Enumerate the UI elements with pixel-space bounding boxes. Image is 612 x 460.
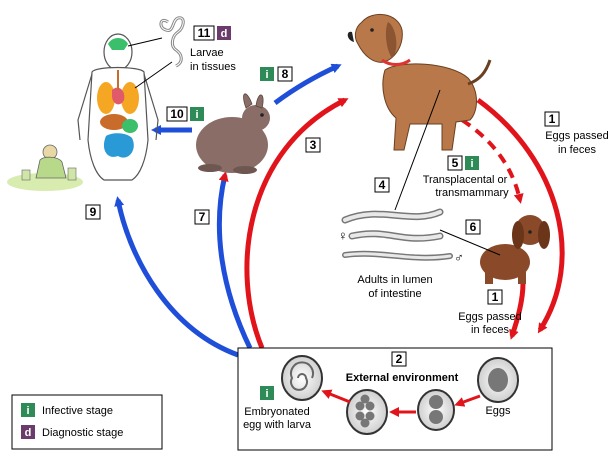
- step-5-number: 5: [452, 156, 459, 170]
- rabbit-paratenic-host: [196, 93, 270, 174]
- legend: i Infective stage d Diagnostic stage: [11, 394, 163, 450]
- egg-unembryonated: [477, 357, 519, 403]
- step-11-label-line1: Larvae: [190, 47, 224, 59]
- step-8-infective-badge: i: [265, 69, 268, 81]
- arrow-puppy-eggs: [509, 282, 526, 340]
- arrow-egg-progress-1: [454, 394, 481, 407]
- step-5-label-line1: Transplacental or: [423, 174, 508, 186]
- arrow-environment-to-dog: [244, 97, 349, 349]
- step-9-number: 9: [90, 205, 97, 219]
- adult-dog-definitive-host: [347, 14, 492, 151]
- embryonated-egg-label-line2: egg with larva: [243, 419, 312, 431]
- step-1b-number: 1: [492, 290, 499, 304]
- female-symbol: ♀: [338, 228, 348, 243]
- step-1-label-line2: in feces: [558, 144, 596, 156]
- step-5-label-line2: transmammary: [435, 187, 509, 199]
- eggs-label: Eggs: [485, 405, 511, 417]
- adult-worms: [341, 208, 453, 261]
- male-symbol: ♂: [454, 250, 464, 265]
- step-8-number: 8: [282, 67, 289, 81]
- arrow-environment-to-rabbit: [216, 171, 253, 350]
- step-11-number: 11: [198, 26, 211, 40]
- arrow-egg-progress-3: [321, 389, 351, 404]
- legend-diagnostic-label: Diagnostic stage: [42, 427, 123, 439]
- step-1-number: 1: [549, 112, 556, 126]
- step-11-label-line2: in tissues: [190, 61, 236, 73]
- step-3-number: 3: [310, 138, 317, 152]
- step-7-number: 7: [199, 210, 206, 224]
- arrow-rabbit-to-dog: [273, 63, 342, 106]
- arrow-environment-to-human: [114, 196, 239, 358]
- human-figure: [77, 33, 159, 181]
- adults-label-line2: of intestine: [368, 288, 421, 300]
- step-6-number: 6: [470, 220, 477, 234]
- adults-label-line1: Adults in lumen: [357, 274, 432, 286]
- embryonated-egg-label-line1: Embryonated: [244, 406, 309, 418]
- child-playing-in-soil: [7, 144, 83, 191]
- arrow-transplacental: [460, 118, 524, 204]
- arrow-eggs-to-environment: [476, 97, 565, 334]
- legend-infective-label: Infective stage: [42, 405, 113, 417]
- external-environment-label: External environment: [346, 372, 459, 384]
- step-11-diagnostic-badge: d: [221, 28, 228, 40]
- step-1-label-line1: Eggs passed: [545, 130, 609, 142]
- step-1b-label-line2: in feces: [471, 324, 509, 336]
- step-1b-label-line1: Eggs passed: [458, 311, 522, 323]
- embryonated-egg-infective-badge: i: [265, 388, 268, 400]
- legend-diagnostic-badge: d: [25, 427, 32, 439]
- egg-two-cell: [417, 389, 455, 431]
- larva-in-tissue-icon: [159, 16, 185, 68]
- step-5-infective-badge: i: [470, 158, 473, 170]
- legend-infective-badge: i: [26, 405, 29, 417]
- step-4-number: 4: [379, 178, 386, 192]
- step-10-infective-badge: i: [195, 109, 198, 121]
- step-10-number: 10: [170, 107, 184, 121]
- puppy-host: [480, 215, 550, 284]
- egg-morula: [346, 389, 388, 435]
- egg-embryonated-with-larva: [281, 355, 323, 401]
- step-2-number: 2: [396, 352, 403, 366]
